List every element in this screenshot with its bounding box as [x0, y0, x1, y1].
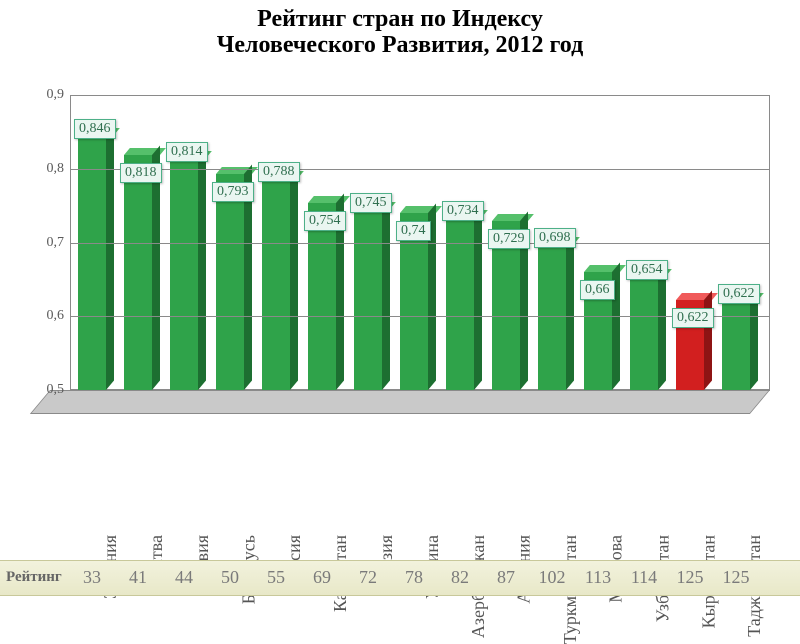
y-tick-label: 0,6 [24, 308, 64, 324]
value-callout: 0,698 [534, 228, 576, 248]
rank-cell: 72 [348, 567, 388, 588]
value-callout: 0,818 [120, 163, 162, 183]
chart-stage: { "title_line1": "Рейтинг стран по Индек… [0, 0, 800, 600]
rank-cell: 114 [624, 567, 664, 588]
value-callout: 0,846 [74, 119, 116, 139]
value-callout: 0,729 [488, 229, 530, 249]
rank-cell: 82 [440, 567, 480, 588]
x-labels: ЭстонияЛитваЛатвияБеларусьРоссияКазахста… [70, 420, 770, 540]
rank-cell: 44 [164, 567, 204, 588]
rank-cell: 50 [210, 567, 250, 588]
value-callout: 0,622 [672, 308, 714, 328]
chart-title-line1: Рейтинг стран по Индексу [0, 6, 800, 32]
rank-cell: 113 [578, 567, 618, 588]
y-tick-label: 0,9 [24, 87, 64, 103]
value-callout: 0,754 [304, 211, 346, 231]
bar [722, 300, 750, 390]
bar [216, 174, 244, 390]
rank-strip-label: Рейтинг [6, 569, 62, 586]
value-callout: 0,745 [350, 193, 392, 213]
chart-title: Рейтинг стран по Индексу Человеческого Р… [0, 6, 800, 59]
rank-cell: 125 [716, 567, 756, 588]
bar [630, 276, 658, 390]
gridline [70, 316, 770, 317]
bar [78, 135, 106, 390]
value-callout: 0,814 [166, 142, 208, 162]
y-tick-label: 0,7 [24, 235, 64, 251]
gridline [70, 243, 770, 244]
rank-cell: 125 [670, 567, 710, 588]
value-callout: 0,654 [626, 260, 668, 280]
plot-area: 0,50,60,70,80,9 0,8460,8180,8140,7930,78… [70, 95, 770, 415]
rank-strip: Рейтинг 33 41 44 50 55 69 72 78 82 87 102 113 114 125… [0, 560, 800, 596]
value-callout: 0,66 [580, 280, 615, 300]
bar [354, 209, 382, 390]
bar [308, 203, 336, 390]
rank-cell: 41 [118, 567, 158, 588]
value-callout: 0,74 [396, 221, 431, 241]
y-tick-label: 0,8 [24, 161, 64, 177]
rank-cell: 69 [302, 567, 342, 588]
value-callout: 0,793 [212, 182, 254, 202]
value-callout: 0,622 [718, 284, 760, 304]
floor [30, 390, 770, 414]
value-callout: 0,734 [442, 201, 484, 221]
bar [262, 178, 290, 390]
rank-cell: 33 [72, 567, 112, 588]
bar [124, 155, 152, 390]
value-callout: 0,788 [258, 162, 300, 182]
rank-cell: 87 [486, 567, 526, 588]
rank-cell: 55 [256, 567, 296, 588]
bar [170, 158, 198, 390]
gridline [70, 95, 770, 96]
chart-title-line2: Человеческого Развития, 2012 год [0, 32, 800, 58]
gridline [70, 169, 770, 170]
rank-cell: 78 [394, 567, 434, 588]
gridline [70, 390, 770, 391]
rank-cell: 102 [532, 567, 572, 588]
y-tick-label: 0,5 [24, 382, 64, 398]
